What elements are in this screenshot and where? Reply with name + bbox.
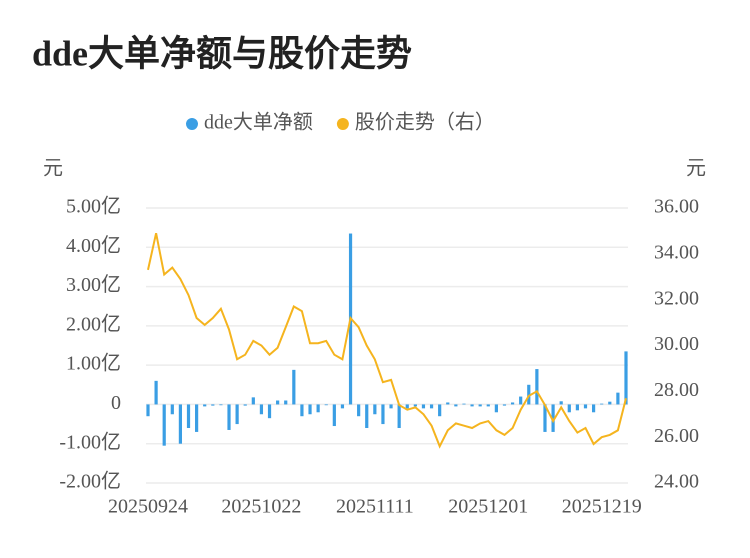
bar	[608, 401, 612, 405]
y-tick-label: 3.00亿	[66, 273, 121, 296]
bar	[146, 404, 150, 417]
y-tick-label: -1.00亿	[59, 430, 121, 453]
bar	[284, 400, 288, 405]
bar	[308, 404, 312, 415]
bar	[559, 401, 563, 405]
y2-tick-label: 34.00	[654, 241, 699, 263]
y-axis-label: 元	[43, 158, 63, 180]
bar	[219, 404, 223, 406]
bar	[292, 369, 296, 405]
bar	[227, 404, 231, 430]
x-tick-label: 20251219	[562, 496, 642, 518]
bar	[519, 396, 523, 405]
bar	[462, 403, 466, 405]
y2-axis-label: 元	[686, 158, 706, 180]
bar	[243, 404, 247, 406]
y2-tick-label: 26.00	[654, 425, 699, 447]
bar	[381, 404, 385, 425]
bar	[494, 404, 498, 413]
bar	[186, 404, 191, 428]
chart-title: dde大单净额与股价走势	[32, 33, 412, 73]
y2-tick-label: 28.00	[654, 379, 699, 401]
bar	[316, 404, 320, 413]
bar	[251, 397, 255, 405]
bar	[421, 404, 426, 409]
x-tick-label: 20250924	[108, 496, 188, 518]
bar	[178, 404, 183, 444]
y2-tick-label: 36.00	[654, 196, 699, 218]
bar	[535, 369, 539, 405]
bar	[438, 404, 442, 417]
bar	[429, 404, 434, 409]
legend-marker	[186, 118, 198, 130]
bar	[543, 404, 547, 432]
bar	[357, 404, 361, 417]
y2-tick-label: 32.00	[654, 287, 699, 309]
bar	[332, 404, 336, 427]
y-tick-label: 0	[111, 392, 121, 414]
x-tick-label: 20251201	[448, 496, 528, 518]
bar	[510, 402, 515, 405]
y-tick-label: 4.00亿	[66, 234, 121, 257]
bar	[203, 404, 207, 407]
bar	[575, 404, 579, 411]
bar	[397, 404, 401, 428]
bar	[267, 404, 272, 419]
bar	[624, 351, 628, 405]
bar	[162, 404, 166, 446]
bar	[600, 403, 604, 405]
legend-marker	[336, 118, 349, 130]
bar	[211, 404, 215, 406]
y-tick-label: -2.00亿	[59, 470, 121, 493]
bar	[259, 404, 264, 415]
bar	[373, 404, 377, 415]
y2-tick-label: 24.00	[654, 471, 699, 493]
bar	[413, 404, 417, 407]
bar	[405, 404, 409, 409]
bar	[446, 402, 450, 405]
bar	[340, 404, 345, 409]
bar	[486, 404, 490, 407]
bar	[389, 404, 393, 409]
bar	[235, 404, 239, 425]
bar	[616, 392, 620, 405]
bar	[583, 404, 588, 409]
x-tick-label: 20251111	[336, 496, 414, 518]
legend-label: 股价走势（右）	[355, 111, 495, 134]
price-line	[147, 232, 627, 449]
legend-label: dde大单净额	[204, 111, 313, 134]
bar	[154, 380, 158, 405]
bar	[502, 404, 507, 406]
bar	[470, 404, 474, 407]
bar	[300, 404, 304, 417]
bar	[324, 404, 328, 406]
y-tick-label: 2.00亿	[66, 312, 121, 335]
bar	[478, 404, 482, 407]
bar	[170, 404, 174, 415]
bar	[276, 400, 280, 405]
bar	[551, 404, 555, 432]
bar	[527, 384, 531, 405]
bar	[195, 404, 199, 432]
bar	[365, 404, 369, 428]
bar	[591, 404, 596, 413]
bar	[454, 404, 458, 407]
bar	[567, 404, 571, 413]
y-tick-label: 5.00亿	[66, 195, 121, 218]
x-tick-label: 20251022	[221, 496, 301, 518]
y2-tick-label: 30.00	[654, 333, 699, 355]
y-tick-label: 1.00亿	[66, 352, 121, 375]
